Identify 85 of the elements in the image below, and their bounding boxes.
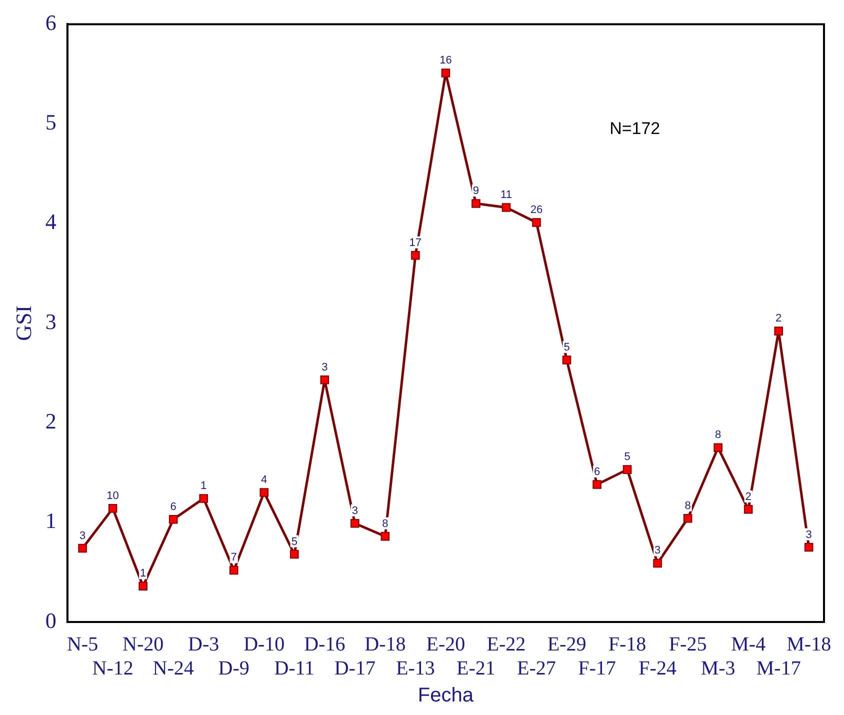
- x-tick-label: F-25: [668, 633, 707, 656]
- annotation: 3: [806, 528, 812, 541]
- point: [774, 326, 783, 336]
- annotation: 6: [170, 500, 176, 513]
- annotation: 5: [291, 536, 298, 548]
- point: [168, 514, 178, 524]
- annotation: 4: [261, 474, 268, 486]
- point: [229, 566, 238, 575]
- x-tick-label: E-27: [517, 657, 556, 680]
- x-tick-label: N-24: [152, 657, 194, 680]
- x-tick-label: D-3: [188, 633, 220, 656]
- annotation: 7: [230, 552, 237, 564]
- point: [320, 376, 330, 384]
- annotation: 3: [79, 530, 86, 542]
- x-tick-label: N-20: [122, 633, 164, 656]
- annotation: 11: [500, 189, 512, 202]
- x-tick-label: N-5: [66, 633, 98, 656]
- point: [622, 465, 632, 474]
- point: [714, 443, 722, 452]
- x-tick-label: D-17: [334, 657, 376, 680]
- x-tick-label: D-9: [218, 657, 250, 680]
- annotation: 5: [624, 451, 630, 464]
- point: [532, 218, 541, 227]
- point: [199, 494, 208, 503]
- annotation: 10: [106, 490, 119, 502]
- x-tick-label: E-29: [547, 633, 586, 656]
- x-tick-label: F-18: [608, 633, 646, 656]
- annotation: 3: [654, 544, 661, 557]
- y-tick-label: 0: [45, 608, 56, 633]
- point: [441, 68, 450, 78]
- y-axis-title: GSI: [10, 305, 36, 341]
- point: [350, 518, 360, 528]
- y-tick-label: 5: [45, 110, 56, 135]
- annotation: 9: [472, 185, 480, 198]
- point: [804, 542, 814, 552]
- y-tick-label: 3: [45, 308, 56, 334]
- x-tick-label: M-4: [731, 633, 766, 656]
- annotation: 1: [140, 568, 146, 580]
- x-tick-label: D-11: [274, 657, 315, 680]
- x-tick-label: D-10: [244, 633, 285, 656]
- y-tick-label: 4: [45, 209, 56, 234]
- point: [744, 505, 753, 514]
- point: [78, 544, 87, 553]
- annotation: 8: [715, 429, 722, 442]
- y-tick-label: 6: [45, 10, 56, 35]
- x-tick-label: F-17: [578, 657, 616, 680]
- point: [138, 582, 148, 591]
- annotation: 2: [776, 312, 782, 325]
- x-tick-label: M-18: [786, 633, 832, 656]
- y-tick-label: 2: [45, 408, 56, 434]
- point: [502, 203, 511, 212]
- x-tick-label: M-3: [700, 657, 736, 680]
- annotation: 8: [684, 500, 691, 512]
- x-tick-label: N-12: [92, 657, 134, 680]
- annotation: 3: [352, 504, 358, 517]
- annotation: 2: [745, 490, 752, 503]
- annotation: 16: [440, 54, 452, 67]
- annotation: 5: [564, 341, 570, 354]
- annotation: 6: [594, 466, 600, 478]
- point: [472, 199, 480, 208]
- point: [653, 558, 662, 568]
- annotation: 1: [200, 480, 207, 492]
- annotation: N=172: [610, 118, 660, 138]
- x-tick-label: E-21: [456, 657, 496, 680]
- point: [108, 504, 118, 513]
- point: [380, 532, 390, 541]
- point: [290, 550, 299, 559]
- x-tick-label: E-13: [396, 657, 435, 680]
- y-tick-label: 1: [45, 508, 56, 534]
- x-tick-label: M-17: [756, 657, 801, 680]
- annotation: 26: [530, 204, 543, 216]
- annotation: 8: [382, 518, 388, 530]
- x-tick-label: D-16: [304, 633, 346, 656]
- x-tick-label: E-22: [486, 633, 526, 656]
- point: [260, 488, 269, 497]
- point: [592, 480, 602, 489]
- x-tick-label: F-24: [638, 657, 676, 680]
- x-tick-label: E-20: [426, 633, 466, 656]
- x-axis-title: Fecha: [418, 684, 474, 707]
- x-tick-label: D-18: [364, 633, 406, 656]
- point: [562, 356, 572, 364]
- annotation: 17: [409, 236, 422, 249]
- annotation: 3: [322, 361, 328, 374]
- point: [411, 250, 420, 260]
- point: [683, 514, 692, 523]
